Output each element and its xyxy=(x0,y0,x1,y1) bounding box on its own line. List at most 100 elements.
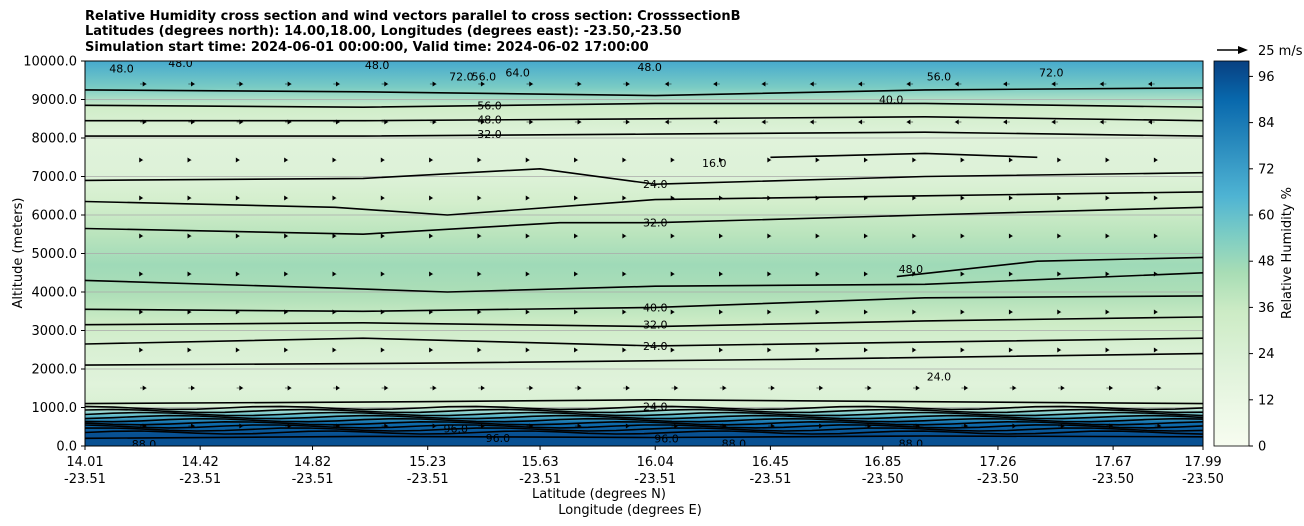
wind-vector xyxy=(140,81,147,87)
wind-vector xyxy=(284,271,289,277)
wind-vector xyxy=(622,157,627,163)
wind-vector xyxy=(1057,157,1062,163)
wind-vector xyxy=(1105,233,1110,239)
wind-vector xyxy=(139,233,144,239)
contour-label: 48.0 xyxy=(168,57,193,70)
wind-vector xyxy=(670,233,675,239)
wind-vector xyxy=(912,233,917,239)
contour-line xyxy=(85,191,1203,216)
wind-vector xyxy=(1008,157,1014,163)
quiver-key: 25 m/s xyxy=(1217,44,1303,59)
wind-vector xyxy=(525,233,531,239)
x-tick-label-latitude: 14.82 xyxy=(294,455,331,470)
y-tick-label: 3000.0 xyxy=(32,324,78,339)
wind-vector xyxy=(380,347,386,353)
colorbar-tick-label: 84 xyxy=(1258,116,1275,131)
wind-vector xyxy=(954,119,962,125)
wind-vector xyxy=(429,233,434,239)
contour-line xyxy=(770,152,1038,159)
wind-vector xyxy=(719,385,727,391)
wind-vector xyxy=(912,347,917,353)
x-tick-label-longitude: -23.50 xyxy=(862,472,904,487)
wind-vector xyxy=(284,81,292,87)
contour-label: 48.0 xyxy=(365,59,390,72)
wind-vector xyxy=(380,271,386,277)
wind-vector xyxy=(284,385,292,391)
wind-vector xyxy=(1153,233,1159,239)
wind-vector xyxy=(622,233,627,239)
contour-label: 24.0 xyxy=(643,340,668,353)
wind-vector xyxy=(187,157,192,163)
colorbar-label: Relative Humidity % xyxy=(1280,187,1295,319)
wind-vector xyxy=(670,157,675,163)
wind-vector xyxy=(622,195,627,201)
wind-vector xyxy=(188,81,196,87)
x-tick-label-longitude: -23.50 xyxy=(977,472,1019,487)
wind-vector xyxy=(864,385,872,391)
x-tick-label-latitude: 16.85 xyxy=(864,455,901,470)
wind-vector xyxy=(574,309,579,315)
x-tick-label-latitude: 17.67 xyxy=(1095,455,1132,470)
contour-line xyxy=(85,295,1203,313)
boundary-layer-contour xyxy=(85,430,1203,435)
x-tick-label-longitude: -23.51 xyxy=(407,472,449,487)
wind-vector xyxy=(960,347,965,353)
wind-vector xyxy=(139,195,144,201)
y-axis: 0.0 1000.0 2000.0 3000.0 4000.0 5000.0 6000.0 7… xyxy=(23,55,85,455)
contour-label: 24.0 xyxy=(643,178,668,191)
contour-label: 88.0 xyxy=(899,438,924,451)
wind-vector xyxy=(187,195,192,201)
x-tick-label-longitude: -23.51 xyxy=(634,472,676,487)
boundary-layer-contour xyxy=(85,417,1203,423)
wind-vector xyxy=(857,119,865,125)
x-tick-label-longitude: -23.50 xyxy=(1092,472,1134,487)
wind-vector xyxy=(815,233,820,239)
wind-vector xyxy=(622,271,627,277)
contour-line xyxy=(85,435,1203,440)
wind-vector xyxy=(1105,309,1110,315)
wind-vector xyxy=(768,385,776,391)
wind-vector xyxy=(719,347,724,353)
wind-vector xyxy=(1099,81,1107,87)
wind-vector xyxy=(477,347,482,353)
wind-vector xyxy=(139,157,144,163)
boundary-layer-contour xyxy=(85,411,1203,417)
contour-label: 96.0 xyxy=(486,432,511,445)
contour-label: 64.0 xyxy=(505,67,530,80)
contour-label: 88.0 xyxy=(132,438,157,451)
wind-vector xyxy=(380,195,386,201)
y-tick-label: 2000.0 xyxy=(32,363,78,378)
wind-vector xyxy=(1154,385,1162,391)
wind-vector xyxy=(960,309,965,315)
y-tick-label: 7000.0 xyxy=(32,170,78,185)
wind-vector xyxy=(1106,385,1114,391)
wind-vector xyxy=(284,157,289,163)
wind-vector xyxy=(332,157,337,163)
wind-vector xyxy=(187,233,192,239)
contour-label: 56.0 xyxy=(477,99,502,112)
wind-vector xyxy=(574,385,582,391)
wind-vector xyxy=(1105,347,1110,353)
wind-vector xyxy=(139,271,144,277)
wind-vector xyxy=(235,157,241,163)
wind-vector xyxy=(857,81,865,87)
wind-vector xyxy=(767,157,772,163)
wind-vector xyxy=(1008,233,1014,239)
wind-vector xyxy=(622,309,627,315)
contour-label: 96.0 xyxy=(654,432,679,445)
gridlines xyxy=(85,99,1203,408)
wind-vector xyxy=(960,271,965,277)
wind-vector xyxy=(235,347,241,353)
wind-vector xyxy=(954,81,962,87)
wind-vector xyxy=(719,271,724,277)
wind-vector xyxy=(767,309,772,315)
contour-label: 48.0 xyxy=(637,61,662,74)
wind-vector xyxy=(525,195,531,201)
wind-vector xyxy=(526,385,534,391)
wind-vector xyxy=(863,233,869,239)
contour-label: 48.0 xyxy=(109,63,134,76)
wind-vector xyxy=(961,385,969,391)
x-tick-label-longitude: -23.51 xyxy=(292,472,334,487)
wind-vector xyxy=(574,195,579,201)
wind-vector xyxy=(670,271,675,277)
